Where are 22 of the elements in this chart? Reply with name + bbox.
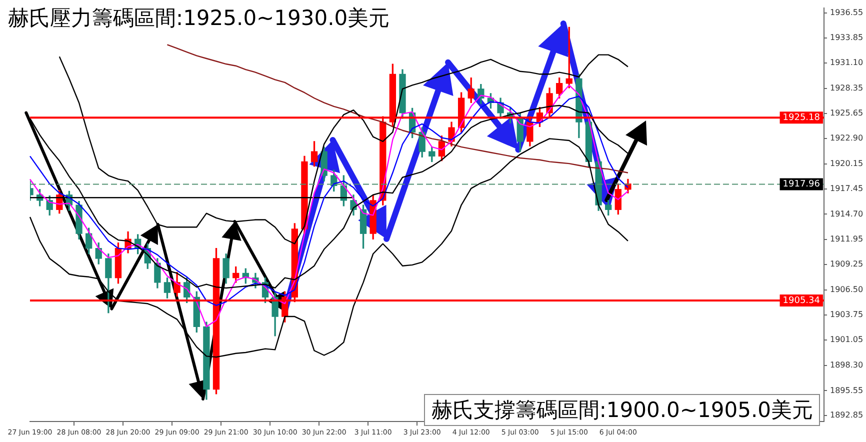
y-tick-label: 1895.55 [830,386,864,395]
y-tick-label: 1922.90 [830,134,864,143]
y-tick-label: 1928.35 [830,84,864,93]
y-tick-label: 1920.15 [830,159,864,168]
y-tick-label: 1917.45 [830,184,864,193]
y-tick-label: 1909.25 [830,260,864,269]
ref-line-label: 1917.96 [782,180,820,190]
ref-line-label: 1925.18 [782,113,820,123]
y-tick-label: 1906.50 [830,284,864,294]
y-tick-label: 1936.55 [830,8,864,17]
y-tick-label: 1903.75 [830,310,864,320]
annotation: 赫氏支撐籌碼區間:1900.0~1905.0美元 [424,394,820,426]
y-tick-label: 1925.65 [830,108,864,118]
y-tick-label: 1914.70 [830,209,864,218]
y-tick-label: 1933.85 [830,32,864,42]
y-tick-label: 1911.95 [830,234,864,244]
y-tick-label: 1931.10 [830,58,864,68]
y-tick-label: 1898.30 [830,360,864,370]
y-tick-label: 1901.05 [830,335,864,344]
chart-title: 赫氏壓力籌碼區間:1925.0~1930.0美元 [4,3,394,33]
y-tick-label: 1892.85 [830,410,864,420]
ref-line-label: 1905.34 [782,296,820,306]
